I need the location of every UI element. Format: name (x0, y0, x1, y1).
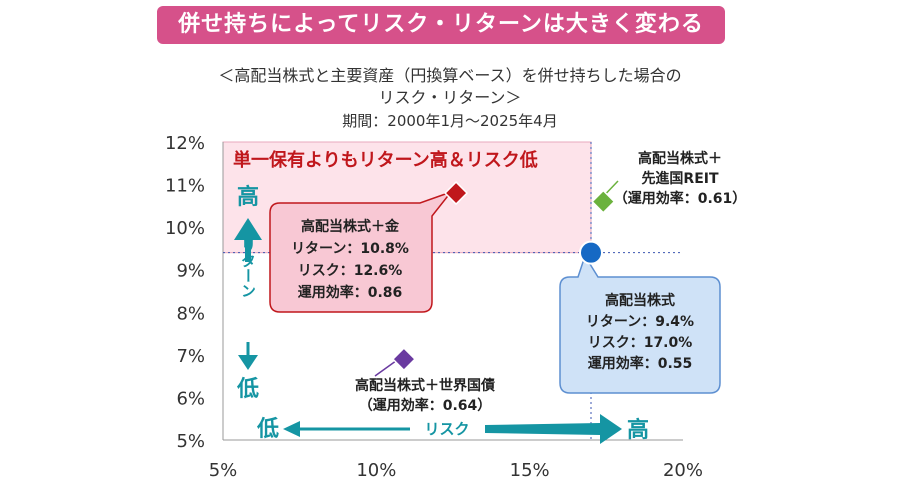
point-label-line: 運用効率：0.86 (298, 284, 403, 301)
y-axis-label: リターン (239, 238, 257, 298)
y-tick-label: 5% (176, 431, 205, 452)
point-label-line: （運用効率：0.61） (614, 190, 747, 207)
x-axis-left-arrow (283, 421, 300, 437)
y-axis-high-label: 高 (237, 184, 259, 210)
period-label: 期間：2000年1月〜2025年4月 (342, 112, 558, 130)
point-label-line: 高配当株式＋ (638, 150, 722, 167)
point-label-line: リスク：17.0% (588, 335, 693, 351)
subtitle-line-2: リスク・リターン＞ (378, 88, 522, 107)
point-label-line: 高配当株式 (605, 292, 675, 309)
point-label-line: リスク：12.6% (298, 263, 403, 279)
y-tick-label: 7% (176, 346, 205, 367)
x-axis-high-label: 高 (627, 417, 649, 443)
point-label-line: （運用効率：0.64） (359, 397, 492, 414)
x-tick-label: 10% (356, 460, 396, 481)
point-label-line: 高配当株式＋金 (301, 218, 400, 235)
point-label-line: 高配当株式＋世界国債 (355, 377, 495, 394)
point-label-line: リターン：9.4% (586, 314, 694, 330)
data-point (579, 240, 603, 265)
data-point (391, 347, 416, 372)
data-point (444, 181, 469, 206)
y-axis-down-arrow (238, 355, 258, 370)
y-tick-label: 12% (165, 133, 205, 154)
x-axis-label: リスク (424, 420, 469, 438)
point-label-line: 先進国REIT (641, 170, 719, 187)
x-tick-label: 20% (663, 460, 703, 481)
data-point (591, 189, 616, 214)
callout-high-dividend (559, 254, 721, 394)
title-banner: 併せ持ちによってリスク・リターンは大きく変わる (157, 6, 725, 44)
region-label: 単一保有よりもリターン高＆リスク低 (233, 149, 538, 171)
x-tick-label: 5% (209, 460, 238, 481)
y-tick-label: 10% (165, 218, 205, 239)
x-axis-low-label: 低 (256, 417, 279, 442)
x-axis-right-arrow (600, 414, 622, 444)
y-tick-label: 8% (176, 303, 205, 324)
y-axis-low-label: 低 (236, 377, 259, 402)
subtitle-line-1: ＜高配当株式と主要資産（円換算ベース）を併せ持ちした場合の (218, 66, 682, 85)
callout-gold (269, 190, 454, 313)
x-tick-label: 15% (510, 460, 550, 481)
y-axis-up-arrow (234, 218, 262, 240)
x-axis-arrow-shaft-right (485, 423, 600, 435)
point-label-line: 運用効率：0.55 (588, 355, 693, 372)
y-tick-label: 11% (165, 176, 205, 197)
point-label-line: リターン：10.8% (291, 241, 409, 257)
y-tick-label: 6% (176, 388, 205, 409)
y-tick-label: 9% (176, 261, 205, 282)
